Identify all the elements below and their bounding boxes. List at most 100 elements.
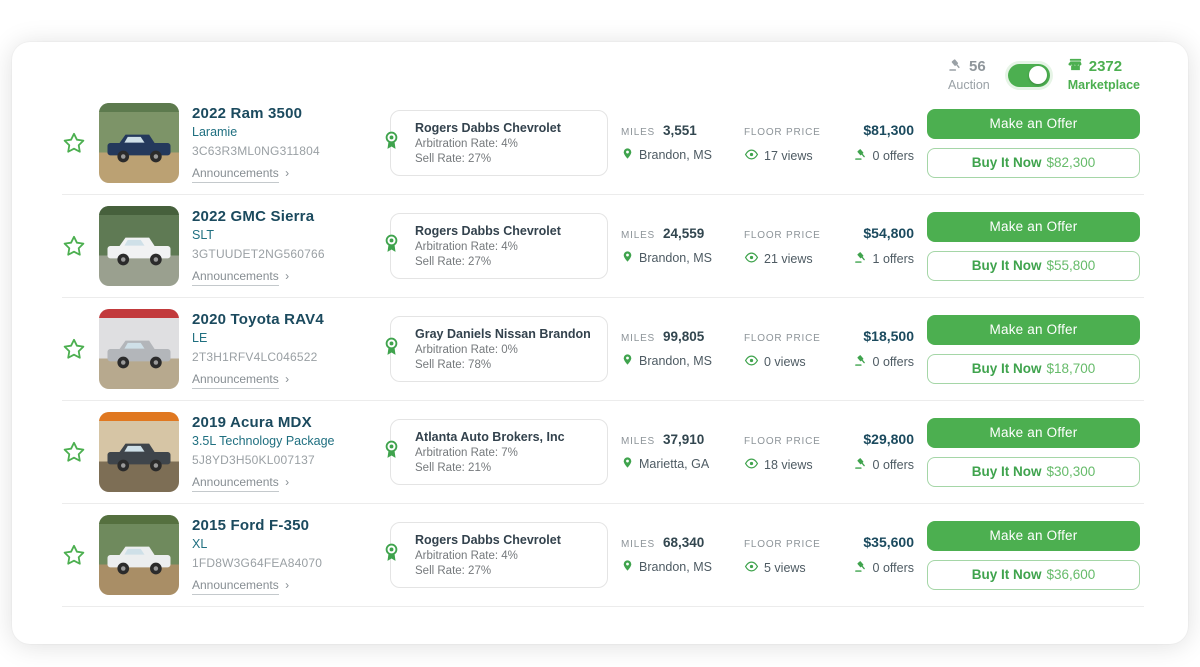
vehicle-vin: 1FD8W3G64FEA84070 (192, 555, 323, 570)
vehicle-photo[interactable] (99, 515, 179, 595)
floor-price-value: $35,600 (863, 533, 914, 550)
views-count: 21 views (764, 251, 813, 266)
announcements-link[interactable]: Announcements › (192, 577, 290, 595)
price-stats-block: FLOOR PRICE $35,600 5 views 0 offers (744, 534, 914, 577)
chevron-right-icon: › (285, 577, 290, 592)
row-divider (62, 297, 1144, 298)
view-mode-header: 56 Auction 2372 Marketplace (12, 42, 1188, 92)
buy-it-now-button[interactable]: Buy It Now $36,600 (927, 559, 1140, 590)
favorite-star-icon[interactable] (62, 440, 86, 464)
listing-row: 2022 Ram 3500 Laramie 3C63R3ML0NG311804 … (12, 92, 1188, 194)
buy-it-now-label: Buy It Now (971, 567, 1042, 582)
vehicle-details: 2015 Ford F-350 XL 1FD8W3G64FEA84070 Ann… (192, 516, 377, 595)
dealer-card: Gray Daniels Nissan Brandon Arbitration … (385, 316, 608, 382)
announcements-link[interactable]: Announcements › (192, 371, 289, 389)
gavel-icon (948, 57, 963, 78)
buy-it-now-button[interactable]: Buy It Now $55,800 (927, 250, 1140, 281)
views-count: 18 views (764, 457, 813, 472)
miles-value: 99,805 (663, 329, 705, 344)
actions-block: Make an Offer Buy It Now $30,300 (927, 417, 1140, 487)
dealer-sell-rate: Sell Rate: 27% (415, 153, 492, 165)
miles-label: MILES (621, 127, 656, 138)
auction-marketplace-toggle[interactable] (1007, 63, 1050, 87)
vehicle-trim: Laramie (192, 124, 238, 139)
offers-count: 0 offers (872, 354, 914, 369)
marketplace-count: 2372 (1088, 57, 1123, 75)
marketplace-label: Marketplace (1067, 77, 1140, 92)
dealer-arbitration-rate: Arbitration Rate: 0% (415, 344, 518, 356)
vehicle-trim: LE (192, 330, 208, 345)
offers-gavel-icon (854, 250, 868, 267)
make-an-offer-button[interactable]: Make an Offer (927, 417, 1140, 448)
favorite-star-icon[interactable] (62, 131, 86, 155)
location-text: Brandon, MS (639, 251, 712, 265)
announcements-label: Announcements (192, 165, 279, 183)
buy-it-now-button[interactable]: Buy It Now $82,300 (927, 147, 1140, 178)
floor-price-label: FLOOR PRICE (744, 126, 821, 138)
dealer-arbitration-rate: Arbitration Rate: 4% (415, 550, 518, 562)
award-ribbon-icon (381, 439, 402, 465)
announcements-label: Announcements (192, 371, 279, 389)
vehicle-photo[interactable] (99, 103, 179, 183)
vehicle-title: 2022 GMC Sierra (192, 207, 315, 225)
award-ribbon-icon (381, 336, 402, 362)
favorite-star-icon[interactable] (62, 234, 86, 258)
miles-value: 3,551 (663, 123, 697, 138)
vehicle-photo[interactable] (99, 206, 179, 286)
row-divider (62, 606, 1144, 607)
miles-label: MILES (621, 230, 656, 241)
row-divider (62, 400, 1144, 401)
auction-label: Auction (948, 77, 990, 92)
award-ribbon-icon (381, 233, 402, 259)
vehicle-photo[interactable] (99, 412, 179, 492)
listing-row: 2020 Toyota RAV4 LE 2T3H1RFV4LC046522 An… (12, 298, 1188, 400)
actions-block: Make an Offer Buy It Now $18,700 (927, 314, 1140, 384)
miles-label: MILES (621, 436, 656, 447)
dealer-sell-rate: Sell Rate: 27% (415, 256, 492, 268)
vehicle-vin: 2T3H1RFV4LC046522 (192, 349, 318, 364)
make-an-offer-button[interactable]: Make an Offer (927, 520, 1140, 551)
views-count: 0 views (764, 354, 806, 369)
miles-label: MILES (621, 539, 656, 550)
auction-mode[interactable]: 56 Auction (948, 57, 990, 94)
make-an-offer-button[interactable]: Make an Offer (927, 314, 1140, 345)
announcements-link[interactable]: Announcements › (192, 268, 289, 286)
listing-row: 2015 Ford F-350 XL 1FD8W3G64FEA84070 Ann… (12, 504, 1188, 606)
floor-price-label: FLOOR PRICE (744, 435, 821, 447)
actions-block: Make an Offer Buy It Now $36,600 (927, 520, 1140, 590)
announcements-link[interactable]: Announcements › (192, 165, 289, 183)
floor-price-value: $81,300 (863, 121, 914, 138)
eye-icon (744, 559, 759, 577)
map-pin-icon (621, 559, 634, 575)
vehicle-title: 2022 Ram 3500 (192, 104, 303, 122)
vehicle-photo[interactable] (99, 309, 179, 389)
eye-icon (744, 147, 759, 165)
make-an-offer-button[interactable]: Make an Offer (927, 211, 1140, 242)
miles-location-block: MILES 99,805 Brandon, MS (621, 329, 731, 369)
dealer-name: Gray Daniels Nissan Brandon (415, 327, 591, 341)
vehicle-title: 2015 Ford F-350 (192, 516, 310, 534)
award-ribbon-icon (381, 542, 402, 568)
marketplace-mode[interactable]: 2372 Marketplace (1068, 57, 1140, 94)
vehicle-title: 2020 Toyota RAV4 (192, 310, 324, 328)
announcements-link[interactable]: Announcements › (192, 474, 289, 492)
make-an-offer-button[interactable]: Make an Offer (927, 108, 1140, 139)
buy-it-now-button[interactable]: Buy It Now $18,700 (927, 353, 1140, 384)
listing-row: 2022 GMC Sierra SLT 3GTUUDET2NG560766 An… (12, 195, 1188, 297)
dealer-card: Atlanta Auto Brokers, Inc Arbitration Ra… (385, 419, 608, 485)
offers-gavel-icon (854, 456, 868, 473)
floor-price-value: $54,800 (863, 224, 914, 241)
floor-price-value: $29,800 (863, 430, 914, 447)
eye-icon (744, 353, 759, 371)
buy-it-now-price: $18,700 (1046, 361, 1096, 376)
favorite-star-icon[interactable] (62, 337, 86, 361)
actions-block: Make an Offer Buy It Now $55,800 (927, 211, 1140, 281)
map-pin-icon (621, 250, 634, 266)
buy-it-now-price: $30,300 (1046, 464, 1096, 479)
favorite-star-icon[interactable] (62, 543, 86, 567)
row-divider (62, 194, 1144, 195)
listings-panel: 56 Auction 2372 Marketplace 2022 Ram 350… (12, 42, 1188, 644)
buy-it-now-button[interactable]: Buy It Now $30,300 (927, 456, 1140, 487)
floor-price-label: FLOOR PRICE (744, 332, 821, 344)
vehicle-silhouette (107, 237, 171, 266)
